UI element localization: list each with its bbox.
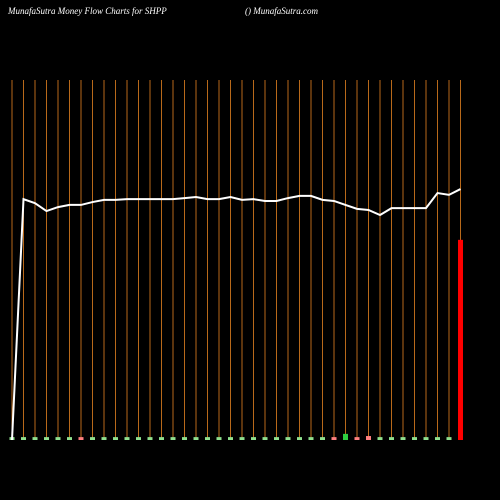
bar: [113, 437, 118, 440]
bar: [377, 437, 383, 440]
bar: [216, 437, 222, 440]
bar: [55, 437, 61, 440]
chart-subtitle: () MunafaSutra.com: [245, 6, 318, 16]
bar: [67, 437, 72, 440]
bar: [170, 437, 176, 440]
bar: [147, 437, 153, 440]
bar: [412, 437, 417, 440]
chart-title: MunafaSutra Money Flow Charts for SHPP: [7, 6, 167, 16]
bar: [262, 437, 268, 440]
bar: [400, 437, 406, 440]
bar: [44, 437, 49, 440]
bar: [285, 437, 291, 440]
bar: [21, 437, 26, 440]
bar: [366, 436, 371, 440]
bar: [446, 437, 452, 440]
bar: [297, 437, 302, 440]
bar: [205, 437, 210, 440]
bar: [308, 437, 314, 440]
bar: [423, 437, 429, 440]
bar: [32, 437, 38, 440]
bar: [78, 437, 84, 440]
bar: [458, 239, 463, 440]
bar: [182, 437, 187, 440]
bar: [274, 437, 279, 440]
bar: [101, 437, 107, 440]
bar: [435, 437, 440, 440]
bar: [251, 437, 256, 440]
bar: [228, 437, 233, 440]
bar: [193, 437, 199, 440]
money-flow-line: [11, 188, 461, 441]
bar: [159, 437, 164, 440]
bar: [331, 437, 337, 440]
bar: [389, 437, 394, 440]
bar: [124, 437, 130, 440]
bar: [354, 437, 360, 440]
bar: [343, 433, 348, 440]
bar: [136, 437, 141, 440]
bar: [239, 437, 245, 440]
bar: [320, 437, 325, 440]
bar: [90, 437, 95, 440]
